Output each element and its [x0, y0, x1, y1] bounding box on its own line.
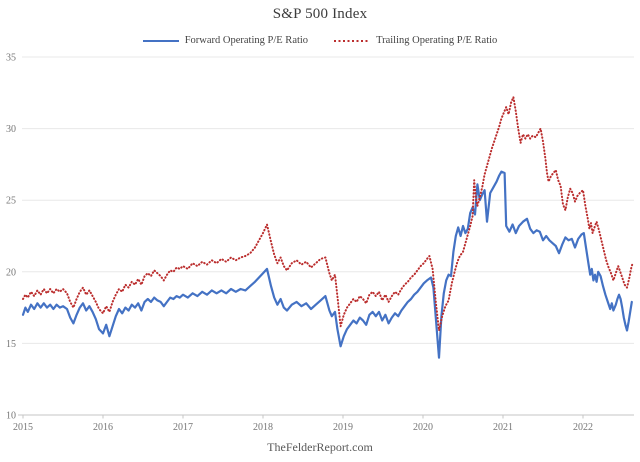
- x-axis-label: 2019: [333, 422, 353, 433]
- x-axis-label: 2017: [173, 422, 193, 433]
- x-axis-label: 2020: [413, 422, 433, 433]
- dotted-line-swatch: [334, 39, 371, 42]
- y-axis-label: 35: [6, 53, 16, 64]
- x-axis-label: 2021: [493, 422, 513, 433]
- y-axis-label: 25: [6, 196, 16, 207]
- legend-label-forward: Forward Operating P/E Ratio: [184, 35, 309, 46]
- solid-line-swatch: [142, 39, 179, 42]
- y-axis-label: 20: [6, 267, 16, 278]
- legend: Forward Operating P/E Ratio Trailing Ope…: [0, 35, 640, 46]
- y-axis-label: 15: [6, 339, 16, 350]
- chart-title: S&P 500 Index: [272, 6, 368, 22]
- series-line-trailing-pe: [22, 96, 634, 332]
- x-axis-label: 2016: [93, 422, 113, 433]
- y-axis-label: 10: [6, 411, 16, 422]
- series-line-forward-pe: [21, 170, 633, 359]
- x-axis-label: 2015: [13, 422, 33, 433]
- x-axis-label: 2018: [253, 422, 273, 433]
- source-credit: TheFelderReport.com: [267, 440, 373, 454]
- legend-label-trailing: Trailing Operating P/E Ratio: [376, 35, 498, 46]
- legend-item-forward: Forward Operating P/E Ratio: [142, 35, 309, 46]
- x-axis-label: 2022: [573, 422, 593, 433]
- legend-item-trailing: Trailing Operating P/E Ratio: [334, 35, 497, 46]
- y-axis-label: 30: [6, 124, 16, 135]
